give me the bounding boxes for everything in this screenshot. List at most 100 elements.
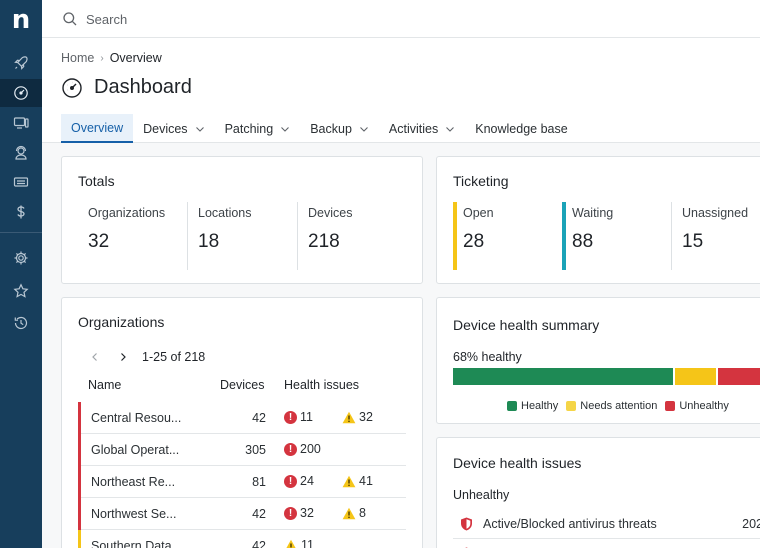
pager: 1-25 of 218 (86, 348, 205, 366)
critical-count: 24 (300, 474, 314, 488)
warning-icon (342, 411, 356, 423)
warning-issues: 32 (342, 410, 373, 424)
stat-value: 218 (308, 231, 340, 252)
stat-waiting-tickets[interactable]: Waiting 88 (562, 202, 670, 270)
tab-overview[interactable]: Overview (61, 114, 134, 143)
device-count: 42 (252, 507, 266, 521)
org-name: Central Resou... (91, 411, 182, 425)
table-row[interactable]: Northwest Se... 42! 32 8 (78, 498, 406, 530)
dollar-icon[interactable] (0, 198, 42, 226)
tab-label: Patching (224, 121, 274, 136)
tab-knowledge-base[interactable]: Knowledge base (465, 114, 577, 143)
critical-alert-icon: ! (284, 442, 297, 456)
table-row[interactable]: Northeast Re... 81! 24 41 (78, 466, 406, 498)
column-header-health[interactable]: Health issues (284, 378, 360, 392)
chevron-right-icon: › (100, 52, 104, 64)
tab-label: Overview (71, 120, 124, 135)
legend-label: Healthy (521, 400, 559, 412)
warning-issues: 8 (342, 506, 366, 520)
stat-value: 15 (682, 231, 704, 252)
warning-count: 8 (359, 506, 366, 520)
issue-row[interactable] (453, 539, 760, 548)
ticket-icon[interactable] (0, 168, 42, 196)
organizations-card: Organizations 1-25 of 218 Name Devices H… (61, 297, 423, 548)
stat-value: 28 (463, 231, 485, 252)
star-icon[interactable] (0, 277, 42, 305)
gear-icon[interactable] (0, 244, 42, 272)
device-count: 305 (245, 443, 266, 457)
critical-alert-icon: ! (284, 474, 297, 488)
legend-label: Needs attention (580, 400, 658, 412)
sidebar-divider (0, 232, 42, 233)
dashboard-icon[interactable] (0, 79, 42, 107)
stat-label: Devices (308, 206, 353, 220)
issue-row[interactable]: Active/Blocked antivirus threats 202 (453, 509, 760, 539)
chevron-down-icon (281, 126, 290, 132)
warning-issues: 11 (284, 538, 314, 548)
warning-count: 41 (359, 474, 373, 488)
org-name: Northeast Re... (91, 475, 176, 489)
chevron-left-icon[interactable] (86, 348, 104, 366)
stat-value: 18 (198, 231, 220, 252)
history-icon[interactable] (0, 309, 42, 337)
shield-alert-icon (461, 517, 472, 531)
search-input[interactable] (86, 9, 386, 29)
health-segment-needs-attention[interactable] (675, 368, 716, 385)
warning-icon (342, 507, 356, 519)
issue-count: 202 (742, 517, 760, 531)
column-header-devices[interactable]: Devices (220, 378, 265, 392)
stat-label: Organizations (88, 206, 166, 220)
stat-locations[interactable]: Locations 18 (187, 202, 297, 270)
health-segment-unhealthy[interactable] (718, 368, 760, 385)
table-row[interactable]: Southern Data 42 11 (78, 530, 406, 548)
user-support-icon[interactable] (0, 139, 42, 167)
stat-value: 32 (88, 231, 110, 252)
chevron-right-icon[interactable] (114, 348, 132, 366)
issue-name: Active/Blocked antivirus threats (483, 517, 657, 531)
stat-open-tickets[interactable]: Open 28 (453, 202, 561, 270)
warning-count: 32 (359, 410, 373, 424)
tab-devices[interactable]: Devices (133, 114, 214, 143)
app-logo[interactable]: n (11, 5, 31, 35)
table-row[interactable]: Central Resou... 42! 11 32 (78, 402, 406, 434)
tab-backup[interactable]: Backup (300, 114, 379, 143)
totals-card: Totals Organizations 32 Locations 18 Dev… (61, 156, 423, 284)
table-row[interactable]: Global Operat... 305! 200 (78, 434, 406, 466)
health-issues-card: Device health issues Unhealthy Active/Bl… (436, 437, 760, 548)
healthy-percentage: 68% healthy (453, 350, 522, 364)
subheading-unhealthy: Unhealthy (453, 488, 510, 502)
devices-icon[interactable] (0, 109, 42, 137)
stat-devices[interactable]: Devices 218 (297, 202, 407, 270)
card-title: Device health issues (453, 455, 582, 471)
card-title: Ticketing (453, 173, 509, 189)
tab-patching[interactable]: Patching (215, 114, 301, 143)
device-count: 81 (252, 475, 266, 489)
card-title: Device health summary (453, 317, 600, 333)
tab-label: Devices (143, 121, 188, 136)
legend-healthy: Healthy (507, 400, 558, 412)
critical-count: 32 (300, 506, 314, 520)
stat-organizations[interactable]: Organizations 32 (78, 202, 188, 270)
breadcrumb-home[interactable]: Home (61, 51, 95, 65)
tab-label: Activities (388, 121, 439, 136)
critical-alert-icon: ! (284, 506, 297, 520)
legend-swatch (665, 401, 676, 411)
health-bar[interactable] (453, 368, 760, 385)
column-header-name[interactable]: Name (88, 378, 122, 392)
warning-issues: 41 (342, 474, 373, 488)
tab-activities[interactable]: Activities (379, 114, 465, 143)
card-title: Organizations (78, 314, 165, 330)
health-segment-healthy[interactable] (453, 368, 673, 385)
rocket-icon[interactable] (0, 49, 42, 77)
stat-label: Unassigned (682, 206, 749, 220)
status-flag (78, 498, 81, 530)
dashboard-icon (62, 77, 82, 98)
critical-alert-icon: ! (284, 410, 297, 424)
tab-label: Backup (310, 121, 352, 136)
breadcrumb-current: Overview (109, 51, 162, 65)
stat-unassigned-tickets[interactable]: Unassigned 15 (671, 202, 760, 270)
warning-icon (286, 539, 296, 548)
top-bar (42, 0, 760, 38)
health-legend: Healthy Needs attention Unhealthy (507, 400, 737, 412)
critical-count: 200 (300, 442, 321, 456)
